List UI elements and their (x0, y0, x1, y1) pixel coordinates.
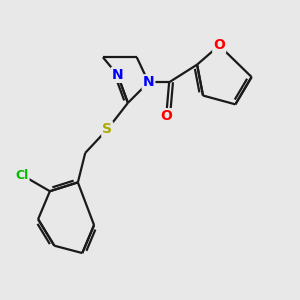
Text: N: N (112, 68, 123, 82)
Text: O: O (160, 109, 172, 123)
Text: N: N (143, 75, 154, 89)
Text: S: S (102, 122, 112, 136)
Text: Cl: Cl (15, 169, 28, 182)
Text: O: O (213, 38, 225, 52)
